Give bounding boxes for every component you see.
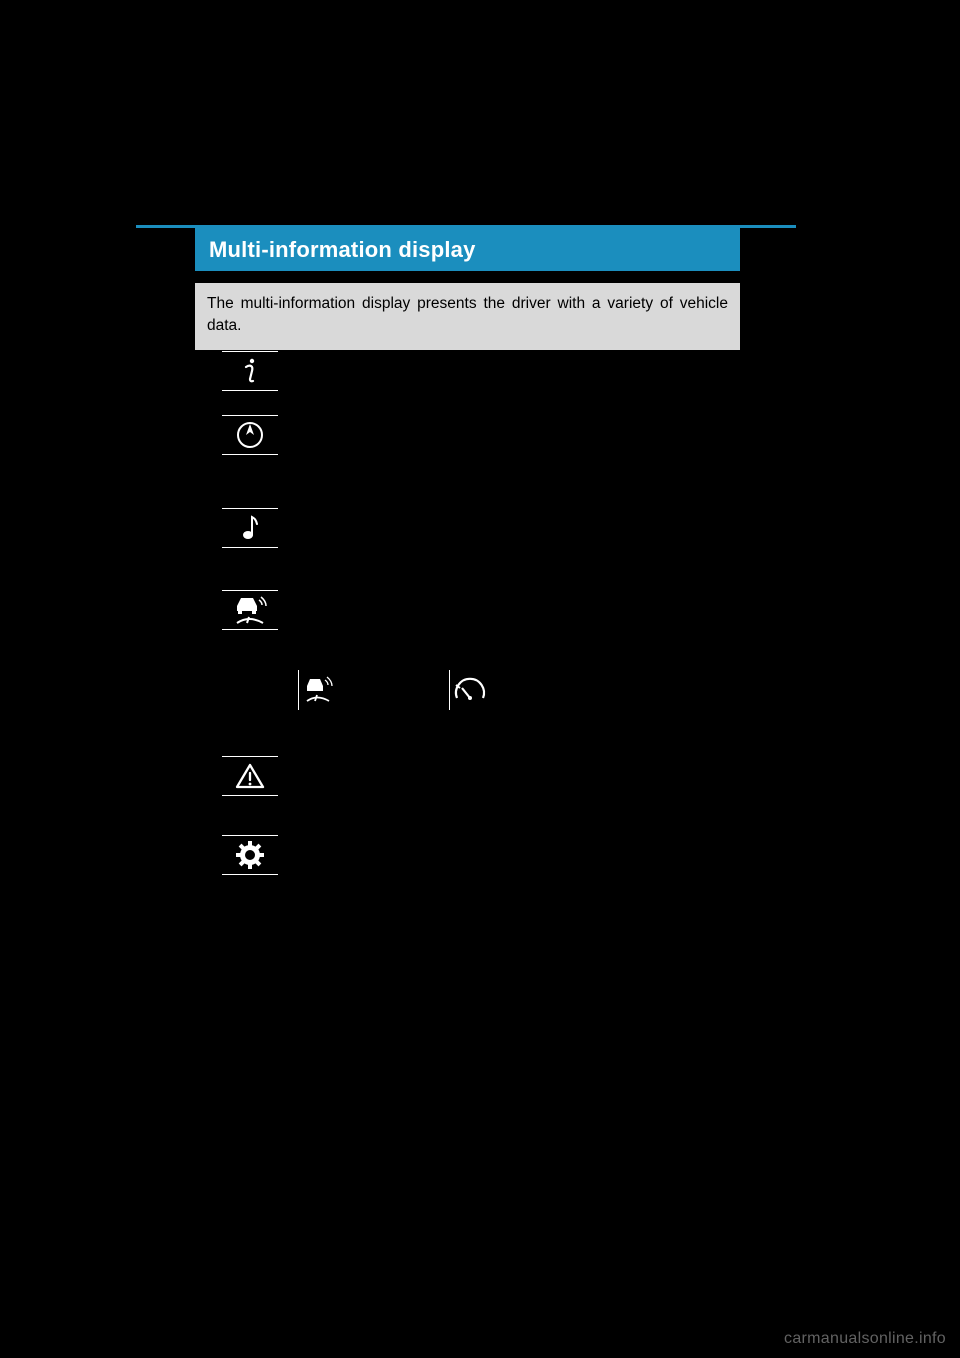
car-radar-small-icon [301,674,337,706]
car-radar-icon [229,593,271,627]
driving-support-icon [222,590,278,630]
drive-info-icon [222,351,278,391]
dynamic-cruise-icon [298,670,338,710]
warning-triangle-icon [234,762,266,790]
audio-icon [222,508,278,548]
music-note-icon [240,513,260,543]
speedometer-icon [452,676,488,704]
manual-page: Multi-information display The multi-info… [0,0,960,1358]
warning-message-icon [222,756,278,796]
info-icon [240,357,260,385]
settings-icon [222,835,278,875]
section-title-bar: Multi-information display [195,228,740,271]
navigation-icon [222,415,278,455]
intro-text: The multi-information display presents t… [207,293,728,338]
watermark: carmanualsonline.info [784,1330,946,1348]
gear-icon [235,840,265,870]
intro-box: The multi-information display presents t… [195,283,740,350]
compass-icon [235,420,265,450]
cruise-speedometer-icon [449,670,489,710]
section-title: Multi-information display [209,237,476,263]
